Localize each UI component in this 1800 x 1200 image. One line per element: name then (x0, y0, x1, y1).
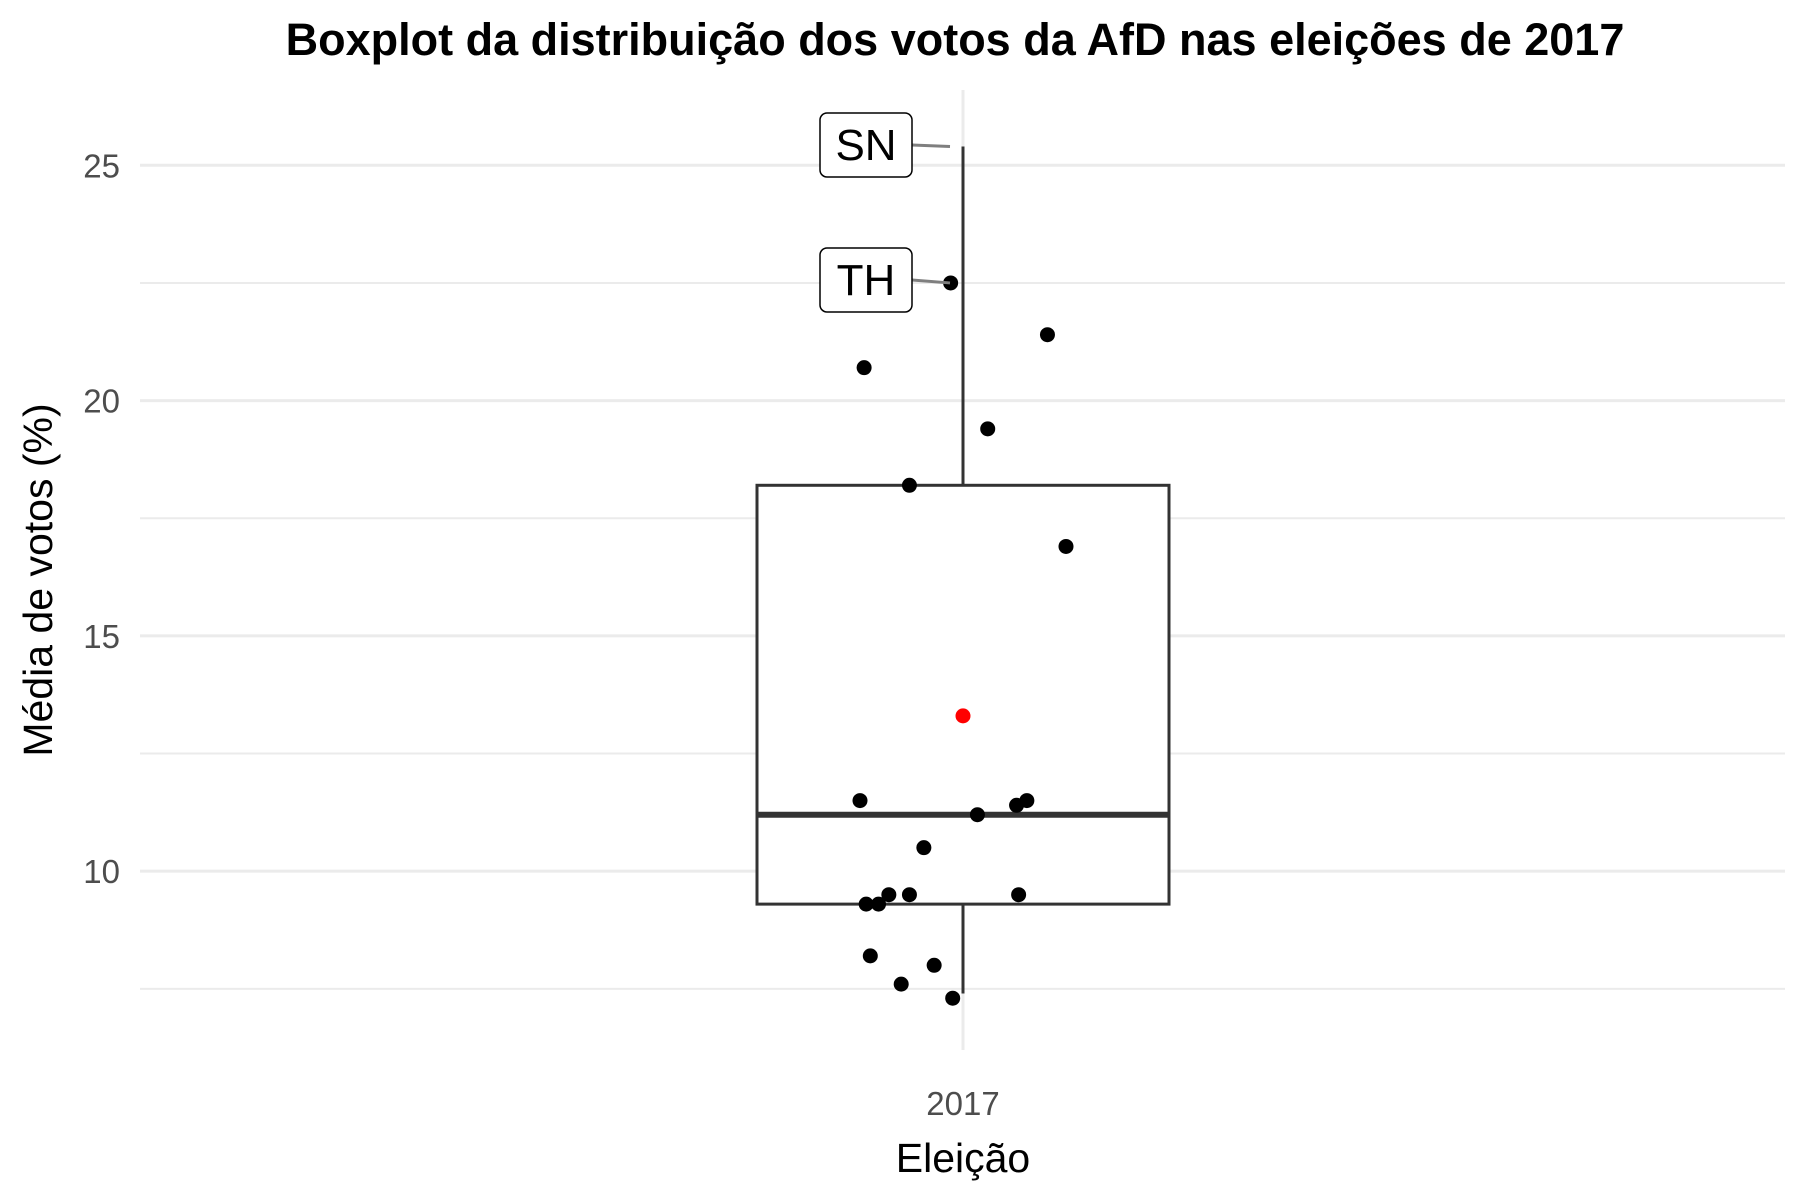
data-point (858, 896, 874, 912)
data-point (1011, 887, 1027, 903)
chart-title: Boxplot da distribuição dos votos da AfD… (285, 14, 1625, 65)
callout-line (911, 143, 951, 148)
boxplot-box (755, 146, 1171, 994)
y-axis-title: Média de votos (%) (15, 403, 61, 756)
callout-box (819, 247, 913, 313)
x-tick-label: 2017 (926, 1085, 999, 1122)
data-point (1058, 538, 1074, 554)
callout-label: TH (837, 256, 896, 305)
y-tick-label: 25 (83, 147, 120, 184)
data-point (926, 957, 942, 973)
axes: 10 15 20 25 2017 (83, 147, 999, 1122)
data-points (852, 275, 1074, 1006)
y-tick-label: 10 (83, 853, 120, 890)
data-point (862, 948, 878, 964)
data-point (901, 887, 917, 903)
data-point (916, 840, 932, 856)
data-point (1039, 327, 1055, 343)
callout-label: SN (835, 121, 896, 170)
data-point (852, 793, 868, 809)
data-point (943, 275, 959, 291)
data-point (945, 990, 961, 1006)
y-tick-label: 20 (83, 383, 120, 420)
data-point (881, 887, 897, 903)
data-point (980, 421, 996, 437)
data-point (893, 976, 909, 992)
callout-box (819, 112, 913, 178)
data-point (856, 360, 872, 376)
interquartile-box (755, 483, 1171, 906)
mean-point (955, 708, 971, 724)
data-point (969, 807, 985, 823)
callout-line (911, 278, 951, 285)
y-tick-label: 15 (83, 618, 120, 655)
data-point (1019, 793, 1035, 809)
data-point (901, 477, 917, 493)
data-point (871, 896, 887, 912)
point-callouts: SN TH (819, 112, 951, 313)
x-axis-title: Eleição (896, 1135, 1030, 1181)
